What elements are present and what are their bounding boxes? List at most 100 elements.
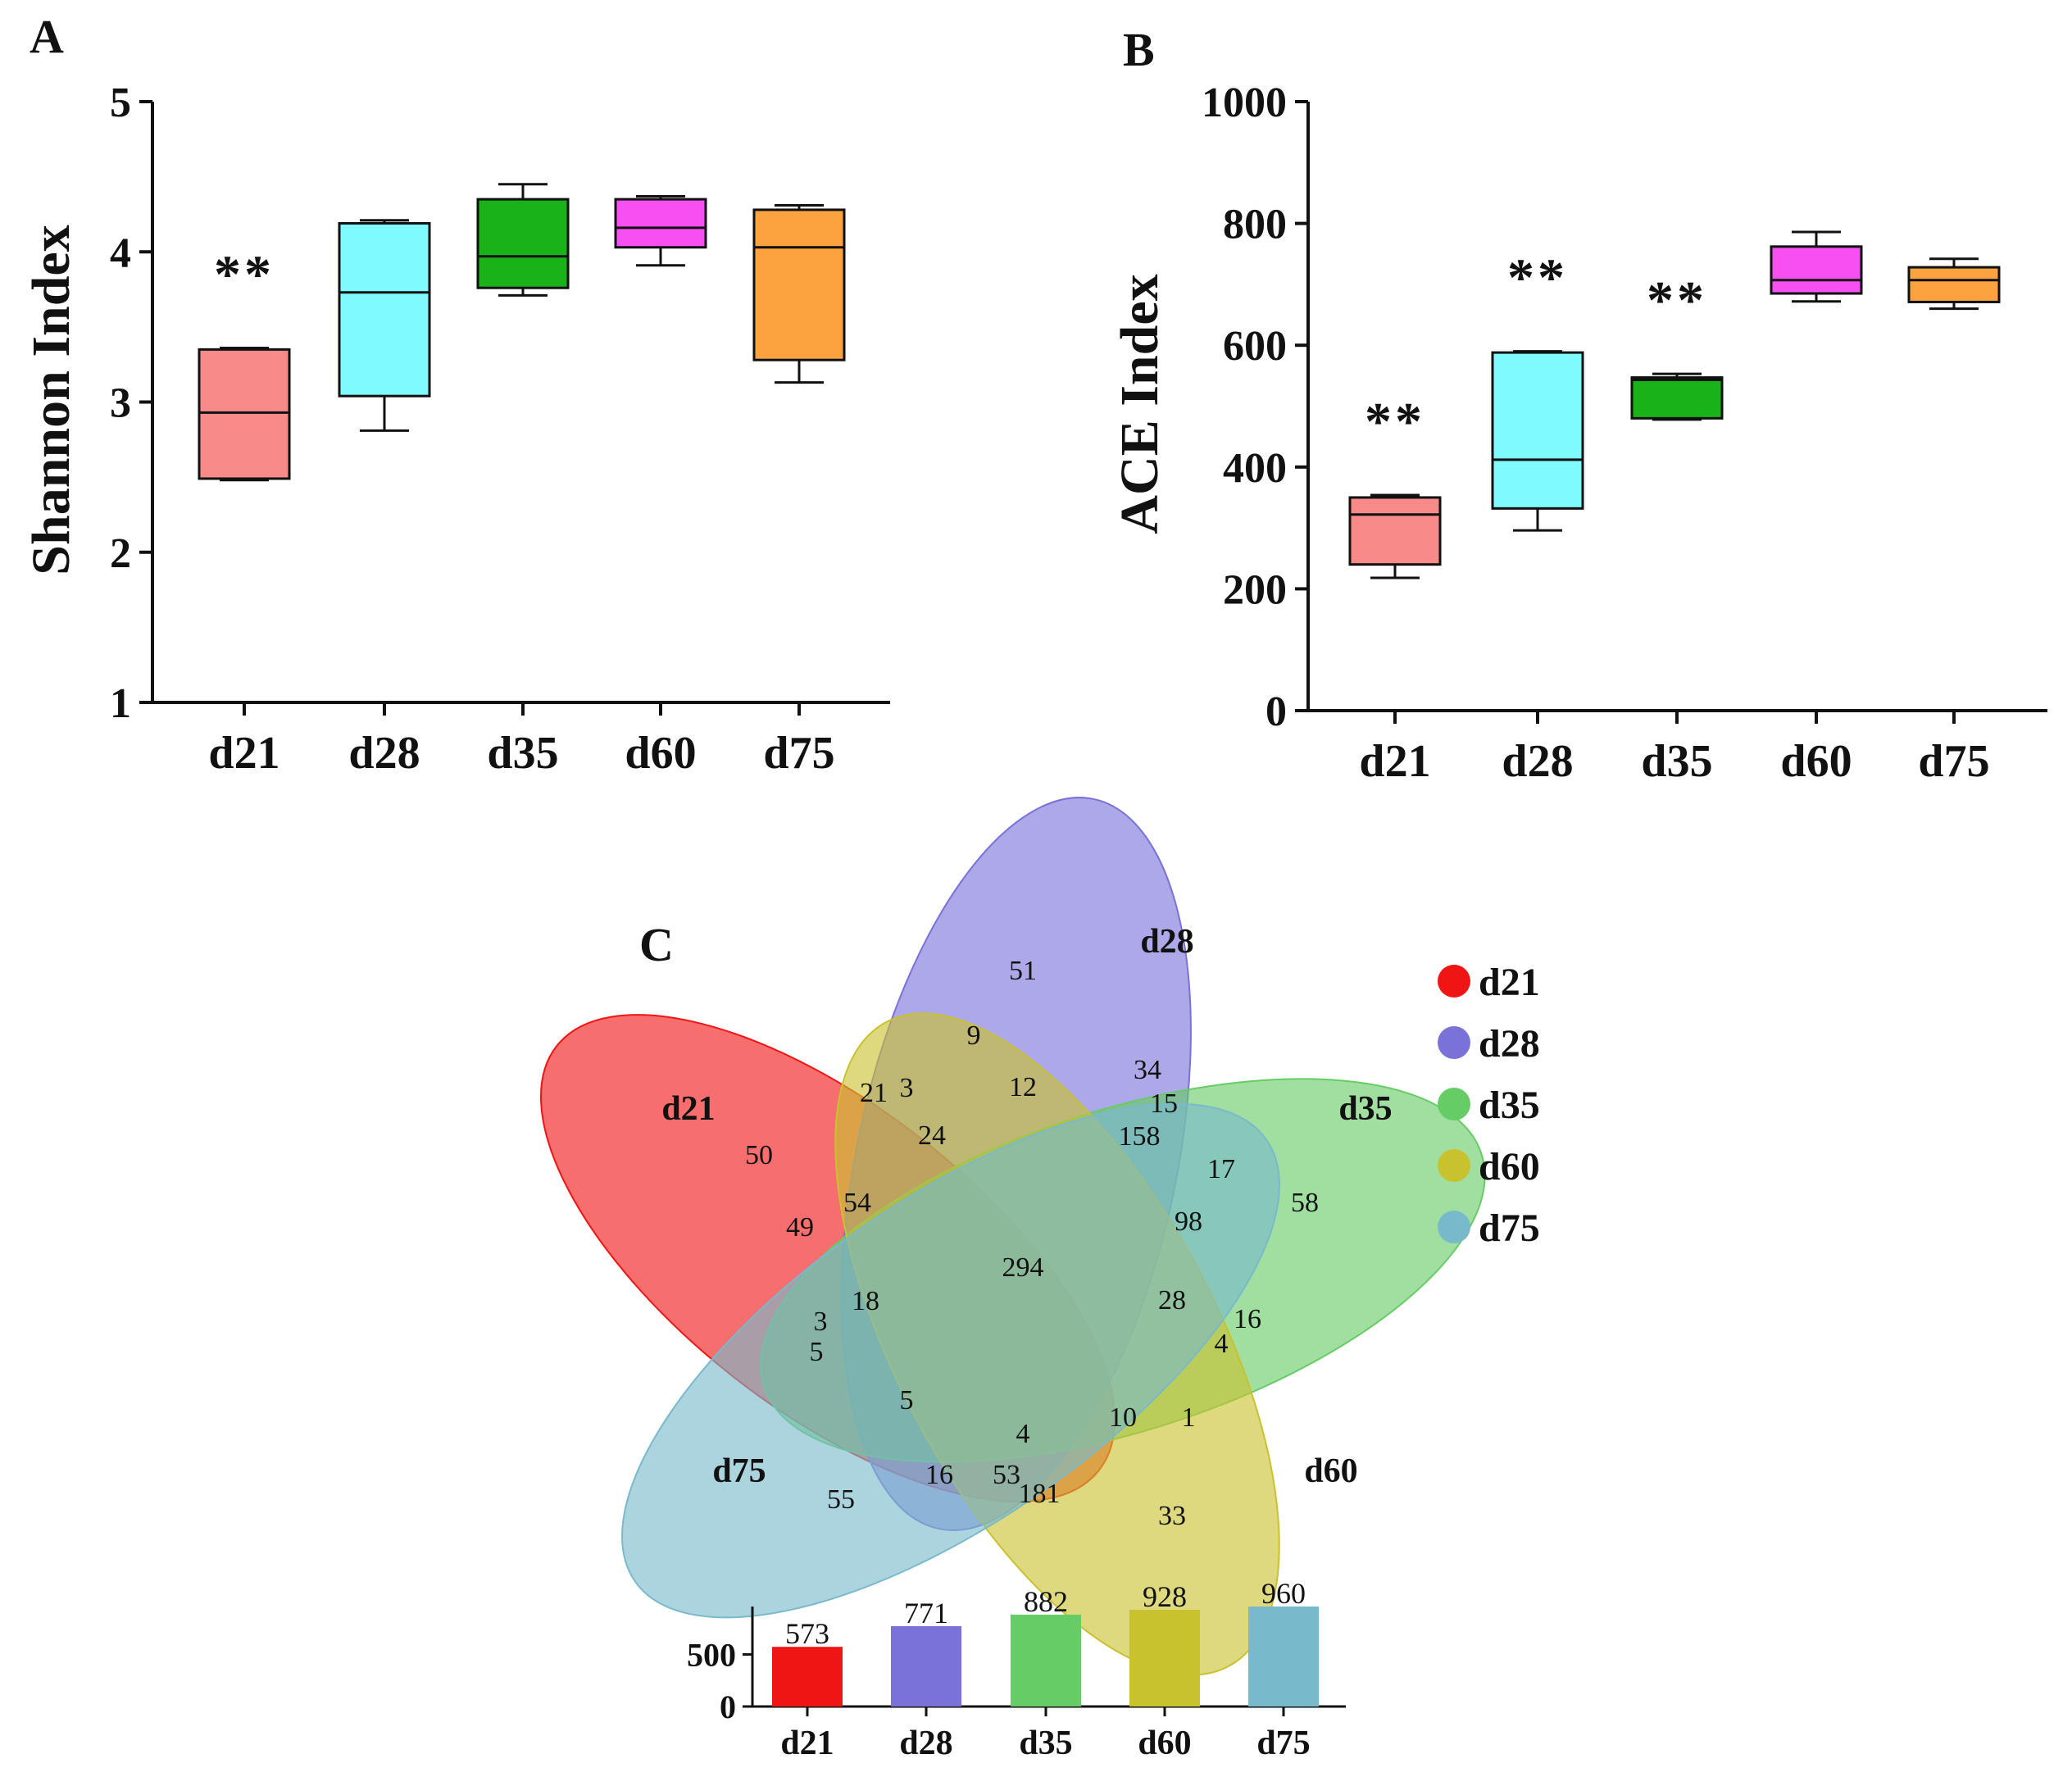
x-tick-label: d75: [1918, 736, 1989, 787]
y-tick-label: 1000: [1202, 80, 1287, 126]
venn-region-count: 16: [925, 1460, 953, 1490]
inset-x-tick-label: d21: [780, 1725, 834, 1762]
legend-swatch-d21: [1438, 965, 1470, 998]
inset-bar-value-label: 882: [1024, 1585, 1068, 1618]
box-d60: [1770, 230, 1863, 303]
y-axis-title: ACE Index: [1110, 274, 1170, 534]
venn-region-count: 18: [852, 1286, 879, 1316]
venn-region-count: 51: [1009, 956, 1037, 986]
significance-marker: **: [1647, 270, 1707, 330]
legend-swatch-d35: [1438, 1088, 1470, 1120]
inset-bar-value-label: 928: [1143, 1580, 1187, 1613]
inset-y-tick-label: 0: [720, 1688, 736, 1725]
venn-ellipse-d75: [621, 1102, 1280, 1619]
venn-region-count: 21: [860, 1078, 888, 1108]
legend-label-d21: d21: [1479, 961, 1540, 1004]
venn-region-count: 4: [1215, 1329, 1229, 1359]
panel-label-c: C: [639, 918, 674, 971]
box-d28: **: [1491, 248, 1584, 532]
venn-region-count: 10: [1109, 1402, 1137, 1433]
box-body: [752, 208, 846, 361]
y-tick-label: 2: [110, 530, 131, 577]
y-tick-label: 200: [1223, 566, 1287, 613]
x-tick-label: d35: [1641, 736, 1712, 787]
box-body: [614, 198, 707, 249]
venn-region-count: 54: [843, 1188, 871, 1218]
panel-label-a: A: [30, 10, 64, 63]
venn-region-count: 12: [1009, 1072, 1037, 1102]
x-tick-label: d21: [208, 728, 279, 779]
box-body: [1770, 245, 1863, 295]
legend-swatch-d60: [1438, 1149, 1470, 1182]
venn-set-label-d28: d28: [1140, 923, 1193, 961]
legend-label-d75: d75: [1479, 1207, 1540, 1250]
venn-region-count: 53: [993, 1460, 1020, 1490]
venn-region-count: 58: [1291, 1188, 1319, 1218]
venn-region-count: 50: [745, 1140, 773, 1170]
venn-region-count: 33: [1158, 1501, 1186, 1531]
box-body: [476, 198, 570, 289]
inset-bar-value-label: 573: [785, 1617, 829, 1650]
venn-region-count: 3: [900, 1073, 914, 1103]
inset-x-tick-label: d35: [1019, 1725, 1072, 1762]
panel-b-ace-boxplot: ACE Index 0 200 400 600 800 1000 d21 d28 d35 d60 d…: [1110, 80, 2047, 787]
legend-label-d28: d28: [1479, 1022, 1540, 1066]
box-body: [1907, 266, 2001, 303]
venn-set-label-d35: d35: [1338, 1090, 1392, 1128]
venn-region-count: 55: [827, 1484, 855, 1515]
x-tick-label: d21: [1359, 736, 1430, 787]
y-tick-label: 1: [110, 680, 131, 727]
box-body: [198, 348, 291, 480]
box-d75: [752, 203, 846, 384]
legend-label-d60: d60: [1479, 1145, 1540, 1188]
venn-region-count: 15: [1150, 1088, 1178, 1119]
inset-bar-value-label: 960: [1261, 1577, 1306, 1610]
box-d60: [614, 194, 707, 267]
legend-swatch-d28: [1438, 1026, 1470, 1059]
box-d21: **: [1348, 392, 1442, 579]
box-d28: [338, 219, 431, 432]
y-tick-label: 600: [1223, 323, 1287, 370]
venn-set-label-d21: d21: [661, 1090, 715, 1128]
venn-set-label-d75: d75: [712, 1452, 766, 1490]
inset-bar-d21: [772, 1647, 843, 1707]
box-d35: [476, 183, 570, 297]
venn-region-count: 5: [900, 1385, 914, 1416]
venn-region-count: 3: [814, 1307, 828, 1337]
y-tick-label: 3: [110, 380, 131, 427]
significance-marker: **: [1365, 392, 1425, 452]
inset-x-tick-label: d60: [1138, 1725, 1191, 1762]
legend-swatch-d75: [1438, 1211, 1470, 1243]
inset-x-tick-label: d28: [899, 1725, 952, 1762]
x-tick-label: d60: [1780, 736, 1852, 787]
box-body: [1630, 376, 1724, 420]
inset-bar-d75: [1248, 1607, 1319, 1707]
x-tick-label: d28: [1502, 736, 1573, 787]
venn-region-count: 5: [810, 1337, 824, 1367]
venn-region-count: 294: [1002, 1252, 1044, 1283]
venn-region-count: 28: [1158, 1285, 1186, 1316]
venn-region-count: 16: [1234, 1304, 1261, 1334]
x-tick-label: d60: [625, 728, 696, 779]
panel-label-b: B: [1123, 23, 1155, 76]
significance-marker: **: [1507, 248, 1568, 308]
venn-region-count: 49: [786, 1212, 814, 1243]
box-body: [1491, 351, 1584, 510]
y-tick-label: 0: [1265, 689, 1287, 735]
y-tick-label: 400: [1223, 445, 1287, 492]
box-d75: [1907, 257, 2001, 311]
venn-region-count: 4: [1016, 1419, 1030, 1449]
inset-x-tick-label: d75: [1256, 1725, 1310, 1762]
venn-set-label-d60: d60: [1304, 1452, 1357, 1490]
box-d35: **: [1630, 270, 1724, 421]
box-body: [1348, 496, 1442, 566]
panel-a-shannon-boxplot: Shannon Index 1 2 3 4 5 d21 d28 d35 d60 d75 **: [21, 80, 890, 779]
venn-region-count: 17: [1207, 1154, 1235, 1184]
venn-region-count: 1: [1182, 1402, 1196, 1433]
inset-bar-value-label: 771: [904, 1597, 948, 1629]
venn-region-count: 98: [1175, 1207, 1202, 1237]
venn-region-count: 24: [918, 1120, 946, 1151]
venn-region-count: 9: [967, 1020, 981, 1051]
legend-label-d35: d35: [1479, 1084, 1540, 1127]
